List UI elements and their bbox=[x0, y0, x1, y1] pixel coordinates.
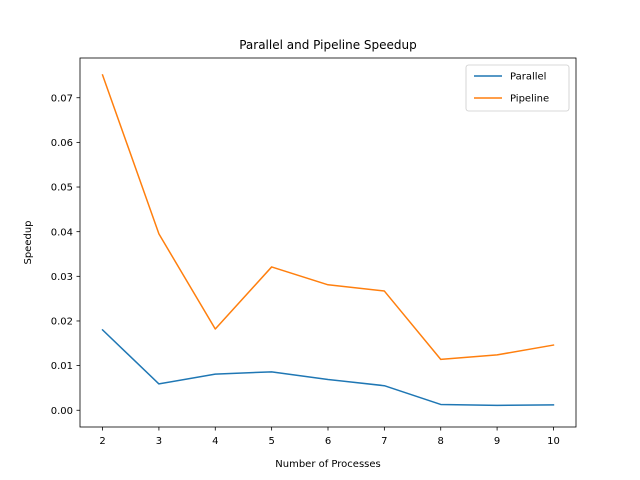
y-tick-label: 0.07 bbox=[51, 93, 73, 104]
y-axis-ticks: 0.00 0.01 0.02 0.03 0.04 0.05 0.06 0.07 bbox=[51, 93, 80, 417]
series-lines bbox=[101, 74, 555, 407]
y-tick-label: 0.04 bbox=[51, 227, 73, 238]
y-tick-label: 0.01 bbox=[51, 361, 73, 372]
series-line-pipeline bbox=[101, 74, 555, 361]
legend-label-parallel: Parallel bbox=[510, 72, 546, 83]
y-tick-label: 0.03 bbox=[51, 272, 73, 283]
y-tick-label: 0.00 bbox=[51, 406, 73, 417]
x-tick-label: 3 bbox=[156, 436, 162, 447]
x-axis-label: Number of Processes bbox=[275, 459, 380, 470]
x-tick-label: 5 bbox=[268, 436, 274, 447]
x-tick-label: 2 bbox=[99, 436, 105, 447]
y-tick-label: 0.02 bbox=[51, 317, 73, 328]
legend: Parallel Pipeline bbox=[465, 64, 570, 112]
x-tick-label: 10 bbox=[547, 436, 560, 447]
x-tick-label: 7 bbox=[381, 436, 387, 447]
y-tick-label: 0.05 bbox=[51, 183, 73, 194]
legend-label-pipeline: Pipeline bbox=[510, 94, 549, 105]
x-tick-label: 4 bbox=[212, 436, 218, 447]
x-axis-ticks: 2 3 4 5 6 7 8 9 10 bbox=[99, 427, 560, 447]
x-tick-label: 6 bbox=[325, 436, 331, 447]
chart-title: Parallel and Pipeline Speedup bbox=[239, 38, 417, 52]
plot-frame bbox=[79, 57, 577, 428]
x-tick-label: 9 bbox=[494, 436, 500, 447]
y-tick-label: 0.06 bbox=[51, 138, 73, 149]
series-line-parallel bbox=[101, 328, 555, 407]
y-axis-label: Speedup bbox=[23, 220, 34, 264]
x-tick-label: 8 bbox=[438, 436, 444, 447]
